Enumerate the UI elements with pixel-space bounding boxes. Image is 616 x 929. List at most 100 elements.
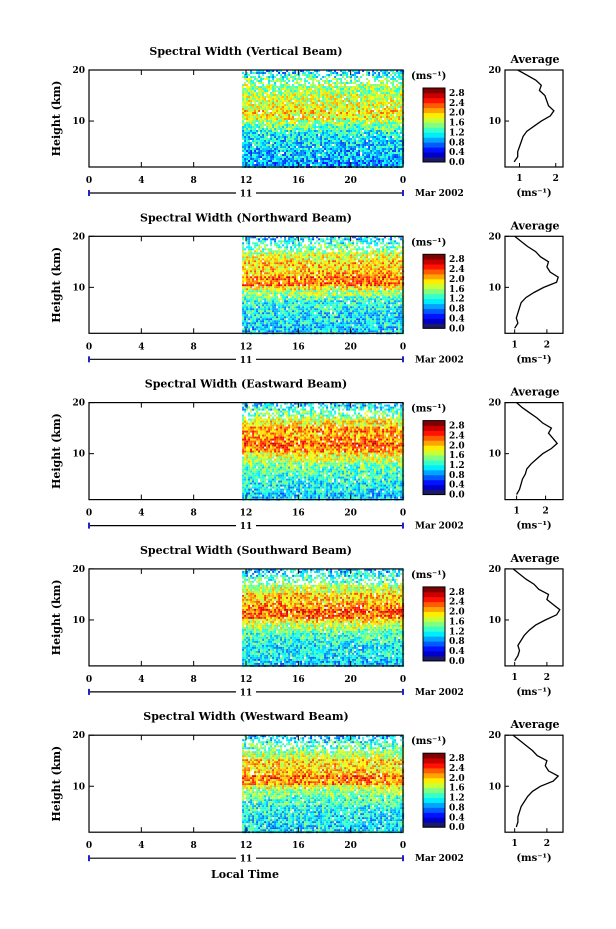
heatmap-cell	[284, 82, 286, 84]
heatmap-cell	[262, 148, 264, 150]
heatmap-cell	[298, 76, 300, 78]
heatmap-cell	[272, 292, 274, 294]
heatmap-cell	[376, 98, 378, 100]
heatmap-cell	[276, 160, 278, 162]
heatmap-cell	[312, 144, 314, 146]
heatmap-cell	[344, 98, 346, 100]
heatmap-cell	[262, 268, 264, 270]
heatmap-cell	[254, 114, 256, 116]
heatmap-cell	[274, 138, 276, 140]
heatmap-cell	[260, 328, 262, 330]
heatmap-cell	[256, 118, 258, 120]
heatmap-cell	[300, 146, 302, 148]
heatmap-cell	[278, 306, 280, 308]
heatmap-cell	[274, 90, 276, 92]
heatmap-cell	[344, 86, 346, 88]
heatmap-cell	[276, 310, 278, 312]
heatmap-cell	[352, 98, 354, 100]
heatmap-cell	[250, 78, 252, 80]
heatmap-cell	[282, 298, 284, 300]
heatmap-cell	[268, 266, 270, 268]
heatmap-cell	[368, 96, 370, 98]
heatmap-cell	[282, 240, 284, 242]
heatmap-cell	[246, 268, 248, 270]
heatmap-cell	[246, 144, 248, 146]
heatmap-cell	[294, 320, 296, 322]
heatmap-cell	[250, 134, 252, 136]
heatmap-cell	[314, 90, 316, 92]
heatmap-cell	[252, 264, 254, 266]
heatmap-cell	[314, 86, 316, 88]
heatmap-cell	[340, 132, 342, 134]
heatmap-cell	[396, 146, 398, 148]
heatmap-cell	[274, 310, 276, 312]
heatmap-cell	[398, 82, 400, 84]
heatmap-cell	[368, 106, 370, 108]
heatmap-cell	[350, 132, 352, 134]
heatmap-cell	[272, 330, 274, 332]
heatmap-cell	[280, 318, 282, 320]
heatmap-cell	[272, 282, 274, 284]
heatmap-cell	[344, 142, 346, 144]
heatmap-cell	[264, 278, 266, 280]
heatmap-cell	[270, 324, 272, 326]
heatmap-cell	[378, 116, 380, 118]
heatmap-cell	[330, 130, 332, 132]
heatmap-cell	[256, 164, 258, 166]
heatmap-cell	[282, 126, 284, 128]
heatmap-cell	[284, 136, 286, 138]
heatmap-cell	[262, 240, 264, 242]
heatmap-cell	[256, 312, 258, 314]
heatmap-cell	[270, 130, 272, 132]
heatmap-cell	[296, 312, 298, 314]
heatmap-cell	[324, 82, 326, 84]
heatmap-cell	[252, 272, 254, 274]
heatmap-cell	[262, 328, 264, 330]
heatmap-cell	[332, 108, 334, 110]
heatmap-cell	[256, 258, 258, 260]
heatmap-cell	[300, 94, 302, 96]
heatmap-cell	[342, 74, 344, 76]
heatmap-cell	[386, 124, 388, 126]
heatmap-cell	[270, 134, 272, 136]
heatmap-cell	[336, 72, 338, 74]
heatmap-cell	[264, 88, 266, 90]
heatmap-cell	[276, 124, 278, 126]
heatmap-cell	[378, 114, 380, 116]
heatmap-cell	[342, 164, 344, 166]
heatmap-cell	[358, 164, 360, 166]
heatmap-cell	[336, 128, 338, 130]
heatmap-cell	[256, 124, 258, 126]
heatmap-cell	[296, 238, 298, 240]
heatmap-cell	[400, 82, 402, 84]
heatmap-cell	[296, 158, 298, 160]
heatmap-cell	[364, 150, 366, 152]
heatmap-cell	[250, 284, 252, 286]
heatmap-cell	[280, 304, 282, 306]
heatmap-cell	[340, 78, 342, 80]
heatmap-cell	[296, 106, 298, 108]
heatmap-cell	[278, 318, 280, 320]
heatmap-cell	[306, 156, 308, 158]
heatmap-cell	[270, 304, 272, 306]
heatmap-cell	[266, 282, 268, 284]
heatmap-cell	[278, 324, 280, 326]
heatmap-cell	[254, 304, 256, 306]
heatmap-cell	[314, 140, 316, 142]
heatmap-cell	[284, 302, 286, 304]
heatmap-cell	[296, 286, 298, 288]
heatmap-cell	[338, 126, 340, 128]
heatmap-cell	[292, 310, 294, 312]
heatmap-cell	[340, 158, 342, 160]
heatmap-cell	[276, 280, 278, 282]
heatmap-cell	[350, 158, 352, 160]
heatmap-cell	[264, 308, 266, 310]
heatmap-cell	[288, 264, 290, 266]
heatmap-cell	[338, 142, 340, 144]
heatmap-cell	[308, 104, 310, 106]
heatmap-cell	[278, 114, 280, 116]
heatmap-cell	[360, 96, 362, 98]
heatmap-cell	[268, 308, 270, 310]
heatmap-cell	[292, 262, 294, 264]
heatmap-cell	[286, 154, 288, 156]
